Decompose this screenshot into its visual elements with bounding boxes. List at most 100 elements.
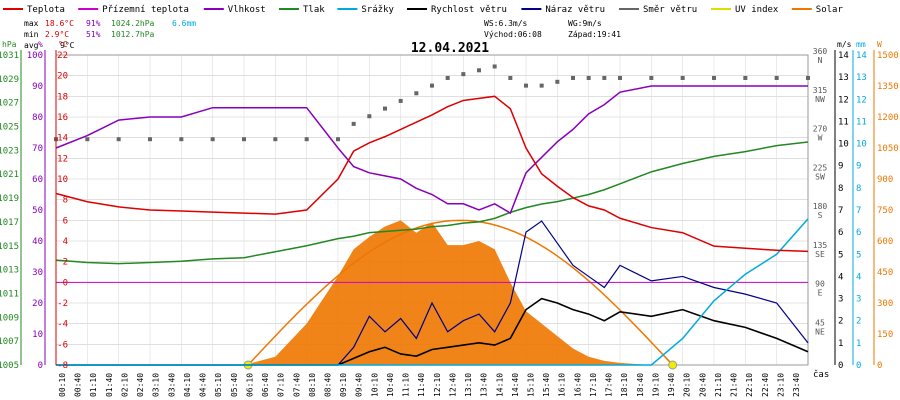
legend-label-4: Srážky <box>361 5 394 15</box>
dir-tick-7-1: NE <box>815 327 825 336</box>
time-tick-26: 13:10 <box>464 373 473 397</box>
dir-point-29 <box>680 75 685 80</box>
legend-label-1: Přízemní teplota <box>102 5 189 15</box>
hpa-tick-13: 1005 <box>0 361 19 371</box>
pct-tick-10: 0 <box>38 361 43 371</box>
time-tick-31: 15:40 <box>542 373 551 397</box>
dir-point-21 <box>524 83 528 88</box>
w-tick-8: 300 <box>877 299 893 309</box>
time-tick-44: 22:10 <box>745 373 754 397</box>
temp-tick-8: 6 <box>63 216 68 226</box>
hpa-tick-8: 1015 <box>0 242 19 252</box>
time-tick-33: 16:40 <box>573 373 582 397</box>
legend-label-5: Rychlost větru <box>431 5 507 15</box>
legend-label-6: Náraz větru <box>545 5 605 15</box>
hpa-tick-6: 1019 <box>0 194 19 204</box>
time-tick-25: 12:40 <box>448 373 457 397</box>
dir-point-1 <box>85 137 90 142</box>
axis-ms-unit: m/s <box>837 40 852 49</box>
hpa-tick-3: 1025 <box>0 123 19 133</box>
dir-point-3 <box>148 137 152 142</box>
dir-point-13 <box>398 98 403 103</box>
time-tick-15: 07:40 <box>292 373 301 397</box>
time-tick-29: 14:40 <box>511 373 520 397</box>
stats-block: max 18.6°C 91% 1024.2hPa 6.6mm min 2.9°C… <box>24 19 621 50</box>
dir-point-24 <box>571 75 575 80</box>
time-tick-12: 06:10 <box>245 373 254 397</box>
hpa-tick-11: 1009 <box>0 313 19 323</box>
dir-point-18 <box>477 68 481 73</box>
time-tick-20: 10:10 <box>370 373 379 397</box>
mm-tick-1: 13 <box>856 73 867 83</box>
ms-tick-14: 0 <box>838 361 843 371</box>
dir-tick-4-1: S <box>818 211 823 220</box>
hpa-tick-4: 1023 <box>0 146 19 156</box>
ms-tick-8: 6 <box>838 228 843 238</box>
time-tick-34: 17:10 <box>589 373 598 397</box>
hpa-tick-2: 1027 <box>0 99 19 109</box>
legend-label-2: Vlhkost <box>228 5 266 15</box>
pct-tick-1: 90 <box>32 82 43 92</box>
time-tick-30: 15:10 <box>527 373 536 397</box>
w-tick-5: 750 <box>877 206 893 216</box>
dir-point-20 <box>508 75 513 80</box>
dir-tick-1-0: 315 <box>813 86 828 95</box>
ms-tick-10: 4 <box>838 272 843 282</box>
ms-tick-0: 14 <box>838 51 849 61</box>
ms-tick-4: 10 <box>838 140 849 150</box>
time-tick-1: 00:40 <box>74 373 83 397</box>
chart-legend: Teplota Přízemní teplota Vlhkost Tlak Srážky… <box>3 5 843 15</box>
dir-tick-2-0: 270 <box>813 125 828 134</box>
mm-tick-11: 3 <box>856 295 861 305</box>
dir-point-16 <box>445 75 450 80</box>
dir-point-14 <box>414 91 419 96</box>
series-humidity-line <box>55 85 808 215</box>
temp-tick-0: 22 <box>57 51 68 61</box>
stat-max-label: max <box>24 19 39 28</box>
time-tick-40: 20:10 <box>683 373 692 397</box>
temp-tick-14: -6 <box>57 340 68 350</box>
time-tick-10: 05:10 <box>214 373 223 397</box>
w-tick-6: 600 <box>877 237 893 247</box>
hpa-tick-12: 1007 <box>0 337 19 347</box>
axes: 1031102910271025102310211019101710151013… <box>0 40 899 397</box>
axis-mm-unit: mm <box>856 40 866 49</box>
dir-tick-7-0: 45 <box>815 318 825 327</box>
time-tick-28: 14:10 <box>495 373 504 397</box>
temp-tick-15: -8 <box>57 361 68 371</box>
time-tick-41: 20:40 <box>698 373 707 397</box>
temp-tick-4: 14 <box>57 134 68 144</box>
mm-tick-13: 1 <box>856 339 861 349</box>
time-tick-4: 02:10 <box>120 373 129 397</box>
dir-point-6 <box>242 137 246 142</box>
ms-tick-11: 3 <box>838 295 843 305</box>
time-tick-0: 00:10 <box>58 373 67 397</box>
dir-point-25 <box>586 75 591 80</box>
time-tick-43: 21:40 <box>730 373 739 397</box>
time-tick-2: 01:10 <box>89 373 98 397</box>
w-tick-9: 150 <box>877 330 893 340</box>
mm-tick-8: 6 <box>856 228 861 238</box>
time-tick-45: 22:40 <box>761 373 770 397</box>
pct-tick-6: 40 <box>32 237 43 247</box>
ms-tick-9: 5 <box>838 250 843 260</box>
time-tick-23: 11:40 <box>417 373 426 397</box>
dir-point-10 <box>351 121 356 126</box>
axis-w-unit: W <box>877 40 882 49</box>
mm-tick-5: 9 <box>856 162 861 172</box>
time-tick-21: 10:40 <box>386 373 395 397</box>
w-tick-3: 1050 <box>877 144 899 154</box>
ms-tick-13: 1 <box>838 339 843 349</box>
ms-tick-2: 12 <box>838 95 849 105</box>
dir-point-17 <box>461 72 466 77</box>
temp-tick-3: 16 <box>57 113 68 123</box>
dir-tick-5-1: SE <box>815 250 825 259</box>
hpa-tick-0: 1031 <box>0 51 19 61</box>
legend-label-3: Tlak <box>303 5 325 15</box>
temp-tick-2: 18 <box>57 92 68 102</box>
dir-tick-6-1: E <box>818 289 823 298</box>
time-tick-5: 02:40 <box>136 373 145 397</box>
x-axis-label: čas <box>813 369 829 380</box>
dir-point-31 <box>743 75 748 80</box>
